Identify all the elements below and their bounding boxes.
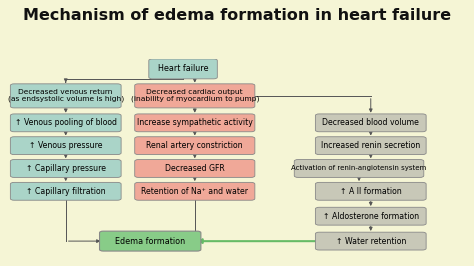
Text: Decreased GFR: Decreased GFR bbox=[165, 164, 225, 173]
Text: ↑ Water retention: ↑ Water retention bbox=[336, 236, 406, 246]
Text: Edema formation: Edema formation bbox=[115, 236, 185, 246]
FancyBboxPatch shape bbox=[10, 137, 121, 155]
FancyBboxPatch shape bbox=[315, 232, 426, 250]
FancyBboxPatch shape bbox=[10, 84, 121, 108]
Text: Decreased cardiac output
(inability of myocardium to pump): Decreased cardiac output (inability of m… bbox=[130, 89, 259, 102]
FancyBboxPatch shape bbox=[135, 160, 255, 177]
FancyBboxPatch shape bbox=[135, 137, 255, 155]
Text: ↑ Venous pooling of blood: ↑ Venous pooling of blood bbox=[15, 118, 117, 127]
Text: ↑ Aldosterone formation: ↑ Aldosterone formation bbox=[323, 212, 419, 221]
Text: ↑ Capillary pressure: ↑ Capillary pressure bbox=[26, 164, 106, 173]
FancyBboxPatch shape bbox=[315, 182, 426, 200]
Text: ↑ A II formation: ↑ A II formation bbox=[340, 187, 401, 196]
FancyBboxPatch shape bbox=[135, 182, 255, 200]
FancyBboxPatch shape bbox=[315, 207, 426, 225]
Text: ↑ Venous pressure: ↑ Venous pressure bbox=[29, 141, 102, 150]
FancyBboxPatch shape bbox=[100, 231, 201, 251]
Text: Heart failure: Heart failure bbox=[158, 64, 208, 73]
FancyBboxPatch shape bbox=[135, 114, 255, 132]
Text: Increase sympathetic activity: Increase sympathetic activity bbox=[137, 118, 253, 127]
Text: Renal artery constriction: Renal artery constriction bbox=[146, 141, 243, 150]
Text: Increased renin secretion: Increased renin secretion bbox=[321, 141, 420, 150]
Text: ↑ Capillary filtration: ↑ Capillary filtration bbox=[26, 187, 106, 196]
FancyBboxPatch shape bbox=[315, 114, 426, 132]
Text: Decreased venous return
(as endsystolic volume is high): Decreased venous return (as endsystolic … bbox=[8, 89, 124, 102]
Text: Decreased blood volume: Decreased blood volume bbox=[322, 118, 419, 127]
FancyBboxPatch shape bbox=[10, 114, 121, 132]
FancyBboxPatch shape bbox=[149, 59, 217, 79]
FancyBboxPatch shape bbox=[10, 182, 121, 200]
FancyBboxPatch shape bbox=[294, 160, 424, 177]
FancyBboxPatch shape bbox=[315, 137, 426, 155]
Text: Retention of Na⁺ and water: Retention of Na⁺ and water bbox=[141, 187, 248, 196]
Text: Mechanism of edema formation in heart failure: Mechanism of edema formation in heart fa… bbox=[23, 8, 451, 23]
FancyBboxPatch shape bbox=[10, 160, 121, 177]
FancyBboxPatch shape bbox=[135, 84, 255, 108]
Text: Activation of renin-angiotensin system: Activation of renin-angiotensin system bbox=[292, 165, 427, 172]
